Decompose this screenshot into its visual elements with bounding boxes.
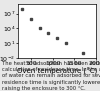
X-axis label: Oven temperature (°C): Oven temperature (°C) xyxy=(17,67,97,75)
Text: The heat of adsorption has been estimated at 70 kJ.L.mol⁻¹ for the
calculation o: The heat of adsorption has been estimate… xyxy=(2,61,100,91)
